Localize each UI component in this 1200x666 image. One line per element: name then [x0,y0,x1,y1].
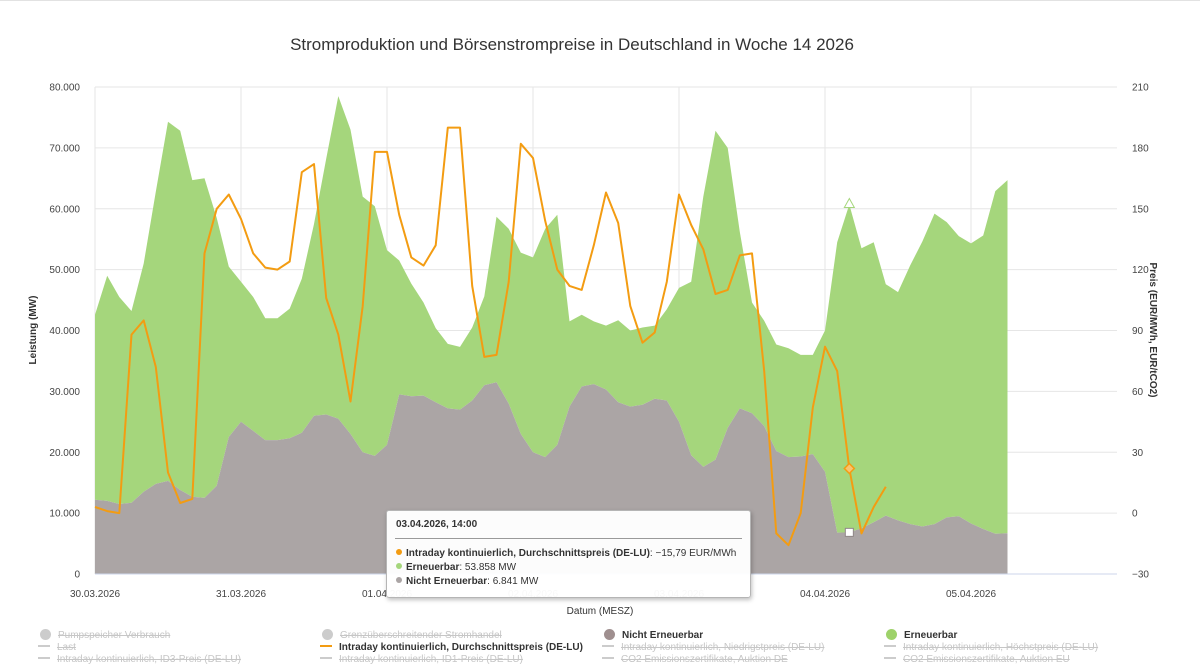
top-border [0,0,1200,1]
legend-item-hoechstpreis[interactable]: Intraday kontinuierlich, Höchstpreis (DE… [884,642,1098,654]
x-tick-label: 04.04.2026 [800,589,850,600]
y2-tick-label: 210 [1132,83,1149,94]
legend-label: Grenzüberschreitender Stromhandel [340,630,502,641]
legend-dot-icon [40,629,51,640]
x-tick-label: 31.03.2026 [216,589,266,600]
legend-item-co2-de[interactable]: CO2 Emissionszertifikate, Auktion DE [602,654,788,666]
tooltip-value: −15,79 EUR/MWh [655,548,737,559]
y-tick-label: 10.000 [49,509,80,520]
y2-tick-label: 180 [1132,143,1149,154]
legend-item-durchschnittspreis[interactable]: Intraday kontinuierlich, Durchschnittspr… [320,642,583,654]
markers [843,197,856,537]
tooltip-row-price: Intraday kontinuierlich, Durchschnittspr… [396,547,741,561]
legend-label: Intraday kontinuierlich, Höchstpreis (DE… [903,642,1099,653]
legend-label: Intraday kontinuierlich, ID1-Preis (DE-L… [339,654,523,665]
tooltip-dot-icon [396,563,402,569]
legend-label: CO2 Emissionszertifikate, Auktion EU [903,654,1070,665]
legend-label: Erneuerbar [904,630,958,641]
area-nicht-erneuerbar [95,382,1008,574]
x-tick-label: 05.04.2026 [946,589,996,600]
tooltip-label: Nicht Erneuerbar [406,576,488,587]
hover-marker-nicht-erneuerbar [844,527,854,537]
tooltip-title: 03.04.2026, 14:00 [396,519,478,530]
legend-line-icon [320,657,332,659]
y2-tick-label: −30 [1132,570,1149,581]
legend-dot-icon [886,629,897,640]
y-tick-label: 40.000 [49,326,80,337]
tooltip-separator [395,538,742,539]
tooltip-dot-icon [396,549,402,555]
y2-axis-title: Preis (EUR/MWh, EUR/tCO2) [1147,262,1158,397]
legend: Pumpspeicher Verbrauch Grenzüberschreite… [0,626,1200,666]
y-tick-label: 60.000 [49,204,80,215]
legend-line-icon [884,645,896,647]
y2-tick-label: 90 [1132,326,1144,337]
legend-label: Pumpspeicher Verbrauch [58,630,171,641]
line-series [94,126,887,547]
legend-label: Nicht Erneuerbar [622,630,704,641]
y2-tick-label: 30 [1132,448,1144,459]
area-series [95,96,1008,574]
legend-label: Intraday kontinuierlich, ID3-Preis (DE-L… [57,654,241,665]
legend-line-icon [320,645,332,647]
legend-item-nicht-erneuerbar[interactable]: Nicht Erneuerbar [604,629,703,641]
tooltip-row-renewable: Erneuerbar: 53.858 MW [396,561,741,575]
legend-item-id1-preis[interactable]: Intraday kontinuierlich, ID1-Preis (DE-L… [320,654,523,666]
y2-tick-label: 60 [1132,387,1144,398]
tooltip-label: Erneuerbar [406,562,460,573]
y-tick-label: 0 [74,570,80,581]
tooltip-dot-icon [396,577,402,583]
area-erneuerbar [95,96,1008,534]
legend-item-id3-preis[interactable]: Intraday kontinuierlich, ID3-Preis (DE-L… [38,654,241,666]
legend-line-icon [602,657,614,659]
y-tick-label: 80.000 [49,83,80,94]
y-tick-label: 30.000 [49,387,80,398]
legend-dot-icon [322,629,333,640]
tooltip-value: 53.858 MW [464,562,517,573]
legend-label: Last [57,642,76,653]
power-price-chart: 0 −30 10.000 0 20.000 30 30.000 60 40.000 90 50.00… [28,35,1158,617]
y-tick-label: 50.000 [49,265,80,276]
tooltip: 03.04.2026, 14:00 Intraday kontinuierlic… [386,510,751,598]
legend-item-last[interactable]: Last [38,642,76,654]
legend-item-grenzhandel[interactable]: Grenzüberschreitender Stromhandel [322,629,502,641]
y2-tick-label: 0 [1132,509,1138,520]
y2-tick-label: 120 [1132,265,1149,276]
chart-title: Stromproduktion und Börsenstrompreise in… [290,35,854,54]
y-axis-title: Leistung (MW) [28,296,39,365]
legend-label: Intraday kontinuierlich, Niedrigstpreis … [621,642,825,653]
legend-item-niedrigstpreis[interactable]: Intraday kontinuierlich, Niedrigstpreis … [602,642,824,654]
legend-label: Intraday kontinuierlich, Durchschnittspr… [339,642,583,653]
y-tick-label: 20.000 [49,448,80,459]
legend-line-icon [38,657,50,659]
y-tick-label: 70.000 [49,143,80,154]
legend-label: CO2 Emissionszertifikate, Auktion DE [621,654,788,665]
legend-line-icon [602,645,614,647]
hover-marker-preis [843,462,856,475]
hover-marker-erneuerbar [843,197,856,208]
legend-line-icon [884,657,896,659]
legend-item-pumpspeicher[interactable]: Pumpspeicher Verbrauch [40,629,170,641]
legend-dot-icon [604,629,615,640]
tooltip-label: Intraday kontinuierlich, Durchschnittspr… [406,548,650,559]
line-durchschnittspreis [94,126,887,547]
x-tick-label: 30.03.2026 [70,589,120,600]
x-axis-title: Datum (MESZ) [567,606,634,617]
legend-line-icon [38,645,50,647]
tooltip-row-nonrenewable: Nicht Erneuerbar: 6.841 MW [396,575,741,589]
legend-item-erneuerbar[interactable]: Erneuerbar [886,629,957,641]
tooltip-value: 6.841 MW [492,576,539,587]
legend-item-co2-eu[interactable]: CO2 Emissionszertifikate, Auktion EU [884,654,1070,666]
y2-tick-label: 150 [1132,204,1149,215]
